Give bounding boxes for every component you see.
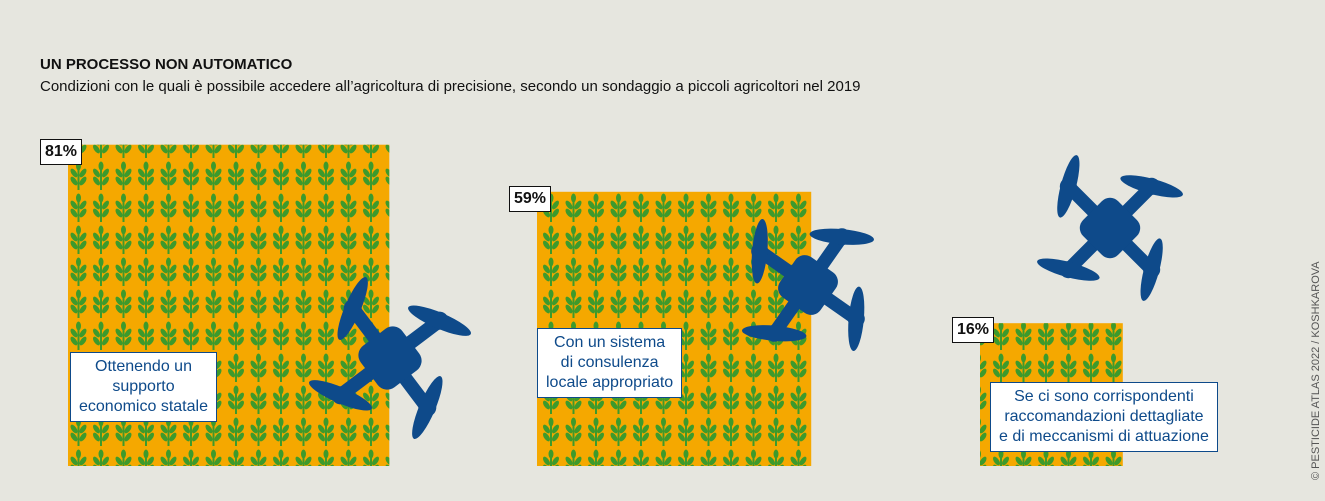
drone (742, 219, 874, 351)
chart-title: UN PROCESSO NON AUTOMATICO (40, 56, 293, 73)
drone (309, 277, 471, 439)
drone-propeller (412, 376, 443, 439)
drone-body (778, 255, 838, 315)
drone-propeller (408, 305, 471, 336)
value-label: 16% (952, 317, 995, 344)
category-label: Con un sistema di consulenza locale appr… (537, 328, 683, 398)
credit: © PESTICIDE ATLAS 2022 / KOSHKAROVA (1310, 261, 1322, 480)
drone-propeller (751, 219, 768, 284)
drone-propeller (742, 325, 807, 342)
drone-propeller (309, 380, 372, 411)
category-label: Ottenendo un supporto economico statale (70, 352, 217, 422)
drone-propeller (809, 228, 874, 245)
drone-body (1079, 197, 1141, 259)
drone-propeller (848, 286, 865, 351)
value-label: 81% (40, 138, 83, 165)
drone-propeller (1140, 238, 1163, 301)
drone-body (358, 326, 422, 390)
chart-subtitle: Condizioni con le quali è possibile acce… (40, 78, 861, 95)
drone-propeller (1037, 258, 1100, 281)
drone-propeller (1057, 155, 1080, 218)
drone-propeller (1120, 175, 1183, 198)
drone (1037, 155, 1183, 301)
value-label: 59% (509, 185, 552, 212)
category-label: Se ci sono corrispondenti raccomandazion… (990, 382, 1218, 452)
drone-propeller (337, 277, 368, 340)
